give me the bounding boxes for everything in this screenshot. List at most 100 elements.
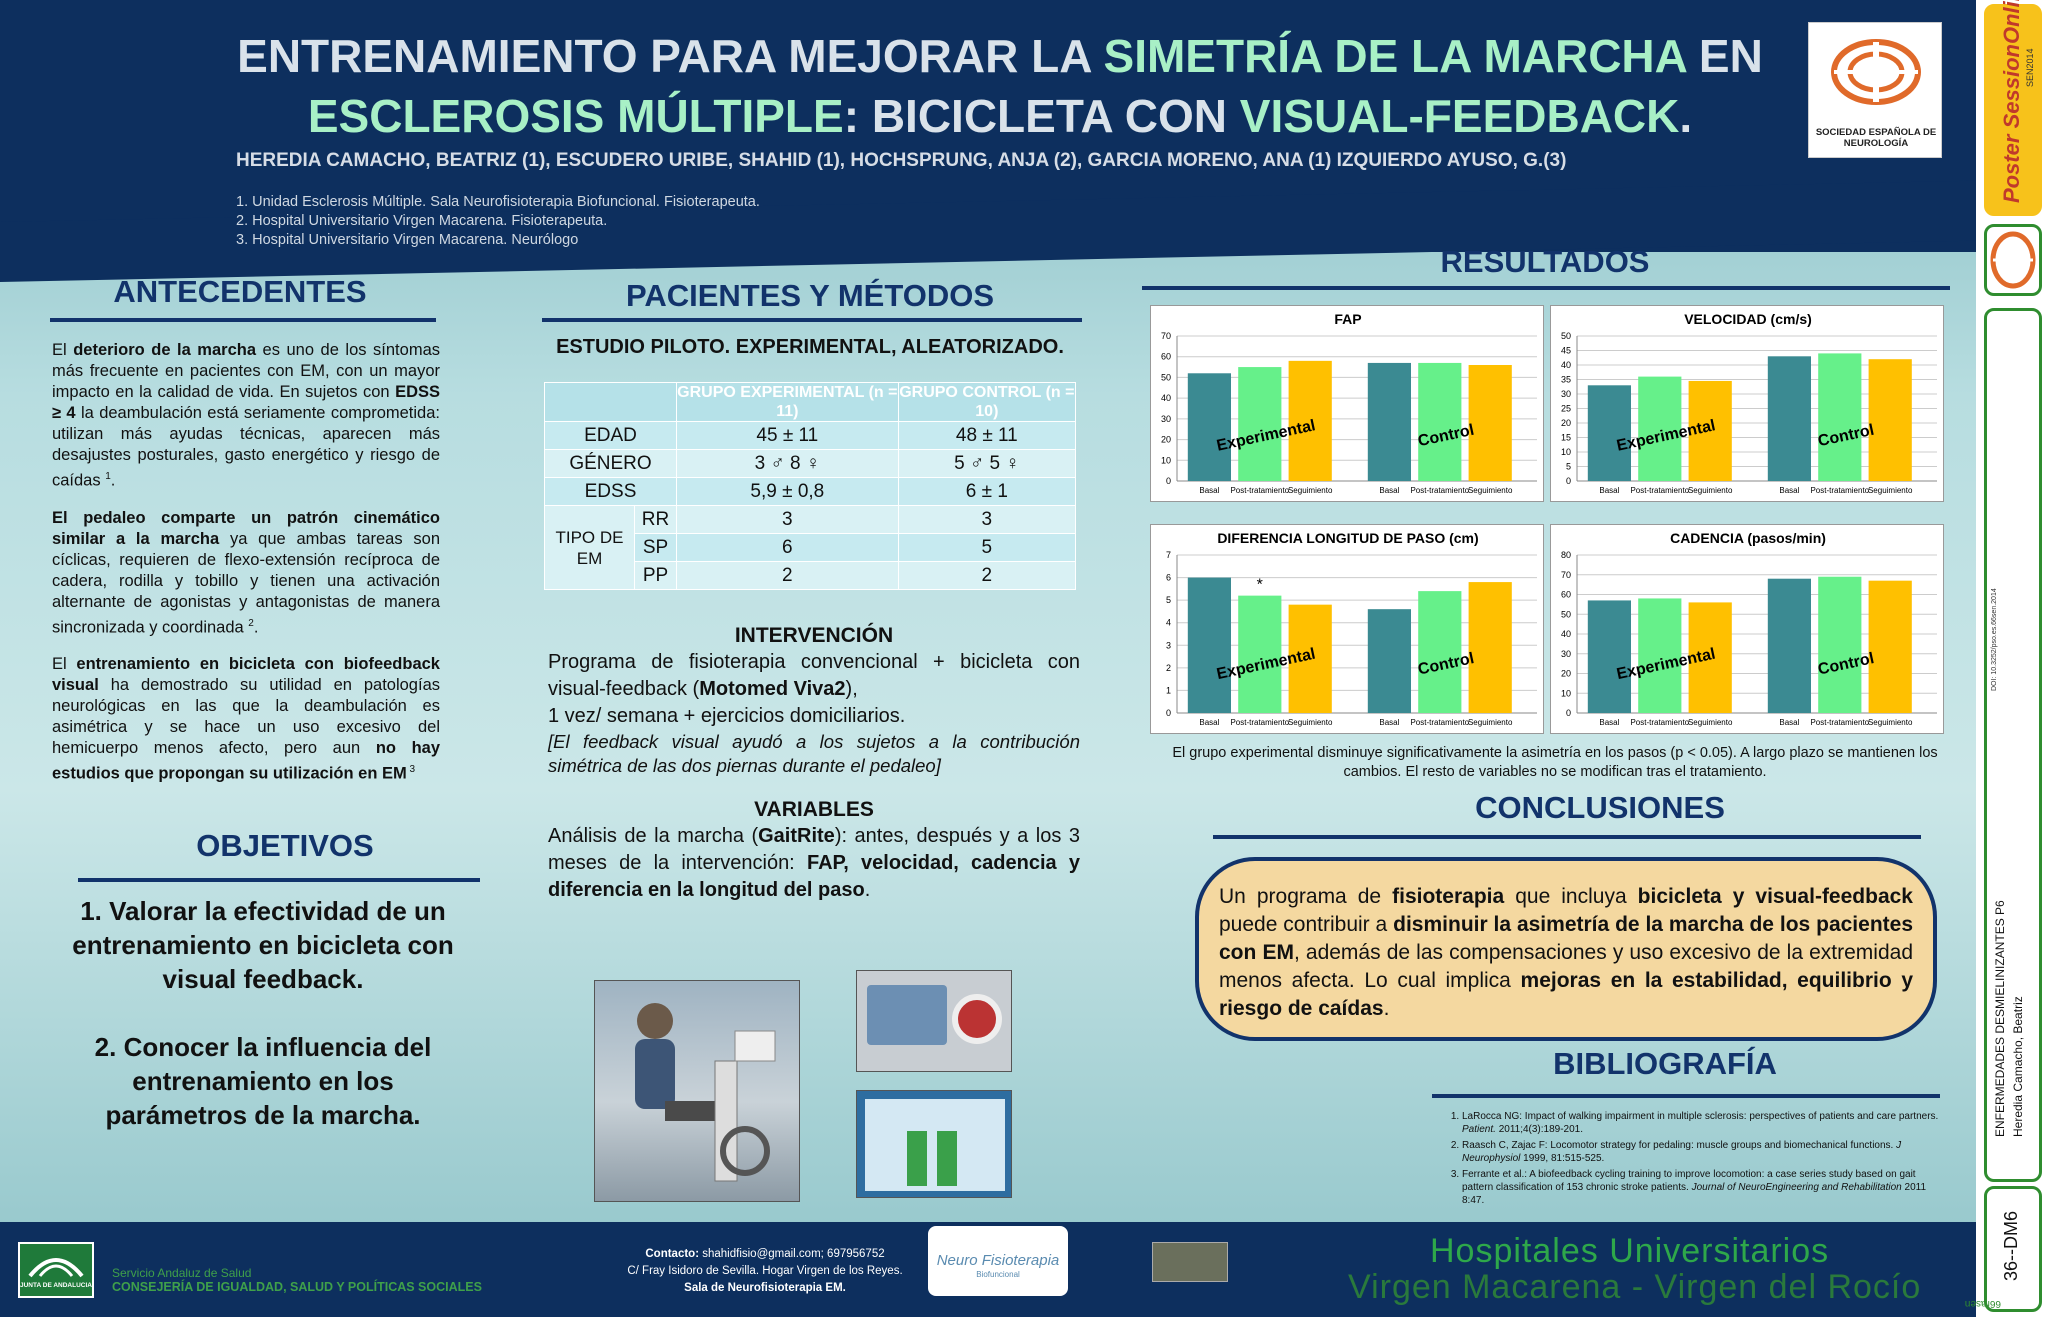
table-cell: 3 ♂ 8 ♀ bbox=[676, 449, 899, 478]
objetivos-title: OBJETIVOS bbox=[196, 828, 374, 863]
patient-cycling-icon bbox=[635, 1003, 776, 1182]
poster-code-box: 36--DM6 66rasen bbox=[1965, 1186, 2042, 1312]
sidebar-sen-logo bbox=[1984, 224, 2042, 296]
authors: HEREDIA CAMACHO, BEATRIZ (1), ESCUDERO U… bbox=[236, 150, 1567, 171]
table-cell: 5 ♂ 5 ♀ bbox=[897, 449, 1077, 478]
sen-logo-caption: SOCIEDAD ESPAÑOLA DE NEUROLOGÍA bbox=[1815, 127, 1937, 149]
y-tick-label: 5 bbox=[1566, 462, 1571, 472]
y-tick-label: 40 bbox=[1561, 360, 1571, 370]
reference-item: Raasch C, Zajac F: Locomotor strategy fo… bbox=[1462, 1139, 1940, 1165]
bar bbox=[1638, 376, 1682, 481]
x-tick-label: Basal bbox=[1779, 486, 1799, 495]
poster-code: 36--DM6 bbox=[2001, 1210, 2021, 1281]
x-tick-label: Basal bbox=[1199, 486, 1219, 495]
y-tick-label: 20 bbox=[1561, 669, 1571, 679]
poster-session-online-badge: Poster SessionOnline SEN2014 bbox=[1984, 0, 2042, 216]
conclusiones-rule bbox=[1213, 835, 1921, 839]
significance-annotation: * bbox=[1257, 577, 1263, 594]
x-tick-label: Basal bbox=[1379, 718, 1399, 727]
y-tick-label: 70 bbox=[1561, 570, 1571, 580]
bar bbox=[1238, 367, 1282, 481]
x-tick-label: Seguimiento bbox=[1688, 718, 1733, 727]
y-tick-label: 10 bbox=[1561, 688, 1571, 698]
x-tick-label: Seguimiento bbox=[1468, 718, 1513, 727]
neurofisioterapia-logo: Neuro Fisioterapia Biofuncional bbox=[928, 1226, 1068, 1296]
row-label: PP bbox=[634, 561, 677, 590]
y-tick-label: 2 bbox=[1166, 663, 1171, 673]
y-tick-label: 0 bbox=[1166, 476, 1171, 486]
sas-line1: Servicio Andaluz de Salud bbox=[112, 1266, 252, 1280]
table-cell: 2 bbox=[897, 561, 1077, 590]
feedback-screen-icon bbox=[865, 1099, 1005, 1191]
doi-text: DOI: 10.3252/pso.es.66sen.2014 bbox=[1991, 588, 1998, 691]
y-tick-label: 35 bbox=[1561, 375, 1571, 385]
bar bbox=[1288, 360, 1332, 481]
row-label: RR bbox=[634, 505, 677, 534]
bar bbox=[1818, 353, 1862, 481]
footer-band: JUNTA DE ANDALUCIA Servicio Andaluz de S… bbox=[0, 1222, 1976, 1317]
table-cell: 3 bbox=[676, 505, 899, 534]
intervencion-frequency: 1 vez/ semana + ejercicios domiciliarios… bbox=[548, 705, 906, 727]
row-label: EDSS bbox=[544, 477, 677, 506]
bar bbox=[1187, 577, 1231, 713]
col-header-control: GRUPO CONTROL (n = 10) bbox=[897, 382, 1077, 422]
chart-velocidad-svg: VELOCIDAD (cm/s) 0 5 10 15 20 25 30 35 40 45 50 Basa… bbox=[1561, 311, 1937, 495]
bar bbox=[1238, 595, 1282, 713]
y-tick-label: 70 bbox=[1161, 331, 1171, 341]
resultados-caption: El grupo experimental disminuye signific… bbox=[1172, 745, 1938, 780]
x-tick-label: Basal bbox=[1599, 486, 1619, 495]
bar bbox=[1367, 362, 1411, 481]
intervencion-text: Programa de fisioterapia convencional + … bbox=[548, 651, 1080, 700]
x-tick-label: Post-tratamiento bbox=[1410, 486, 1469, 495]
control-panel-icon bbox=[867, 985, 1002, 1045]
y-tick-label: 0 bbox=[1566, 708, 1571, 718]
y-tick-label: 50 bbox=[1561, 609, 1571, 619]
conclusiones-box: Un programa de fisioterapia que incluya … bbox=[1195, 857, 1937, 1041]
objetivos-rule bbox=[78, 878, 480, 882]
chart-title: FAP bbox=[1334, 311, 1361, 327]
table-corner bbox=[544, 382, 677, 422]
row-label: SP bbox=[634, 533, 677, 562]
x-tick-label: Seguimiento bbox=[1468, 486, 1513, 495]
chart-cadencia: CADENCIA (pasos/min) 0 10 20 30 40 50 60 70 80 Bas… bbox=[1550, 524, 1944, 734]
bar bbox=[1767, 578, 1811, 713]
junta-label: JUNTA DE ANDALUCIA bbox=[20, 1282, 92, 1289]
poster-session-sidebar: Poster SessionOnline SEN2014 DOI: 10.325… bbox=[1965, 0, 2048, 1317]
x-tick-label: Seguimiento bbox=[1288, 718, 1333, 727]
y-tick-label: 30 bbox=[1561, 649, 1571, 659]
reference-item: LaRocca NG: Impact of walking impairment… bbox=[1462, 1110, 1940, 1136]
footer-code: 66rasen bbox=[1964, 1298, 2001, 1309]
resultados-rule bbox=[1142, 286, 1950, 290]
estudio-subtitle: ESTUDIO PILOTO. EXPERIMENTAL, ALEATORIZA… bbox=[556, 336, 1064, 358]
y-tick-label: 4 bbox=[1166, 618, 1171, 628]
y-tick-label: 25 bbox=[1561, 404, 1571, 414]
x-tick-label: Basal bbox=[1199, 718, 1219, 727]
bar bbox=[1468, 365, 1512, 481]
junta-logo: JUNTA DE ANDALUCIA bbox=[18, 1242, 94, 1298]
x-tick-label: Post-tratamiento bbox=[1630, 486, 1689, 495]
table-cell: 2 bbox=[676, 561, 899, 590]
chart-cadencia-svg: CADENCIA (pasos/min) 0 10 20 30 40 50 60 70 80 Bas… bbox=[1561, 530, 1937, 727]
brain-icon bbox=[1831, 39, 1921, 105]
bar bbox=[1868, 359, 1912, 481]
x-tick-label: Seguimiento bbox=[1868, 718, 1913, 727]
y-tick-label: 0 bbox=[1566, 476, 1571, 486]
conclusiones-title: CONCLUSIONES bbox=[1475, 790, 1725, 825]
hospitales-subtitle: Virgen Macarena - Virgen del Rocío bbox=[1348, 1268, 1922, 1306]
patients-table: GRUPO EXPERIMENTAL (n = 11) GRUPO CONTRO… bbox=[544, 382, 1077, 590]
hospital-photo bbox=[1152, 1242, 1228, 1282]
x-tick-label: Seguimiento bbox=[1868, 486, 1913, 495]
y-tick-label: 3 bbox=[1166, 640, 1171, 650]
contact-block: Contacto: shahidfisio@gmail.com; 6979567… bbox=[627, 1248, 903, 1294]
bar bbox=[1187, 373, 1231, 481]
chart-fap: FAP 0 10 20 30 40 50 60 70 Basal Post-tratamiento S… bbox=[1150, 305, 1544, 502]
y-tick-label: 20 bbox=[1161, 435, 1171, 445]
x-tick-label: Basal bbox=[1779, 718, 1799, 727]
resultados-title: RESULTADOS bbox=[1440, 244, 1650, 279]
bar bbox=[1288, 604, 1332, 713]
y-tick-label: 50 bbox=[1161, 372, 1171, 382]
col-header-experimental: GRUPO EXPERIMENTAL (n = 11) bbox=[676, 382, 899, 422]
table-cell: 5 bbox=[897, 533, 1077, 562]
row-label: EDAD bbox=[544, 421, 677, 450]
